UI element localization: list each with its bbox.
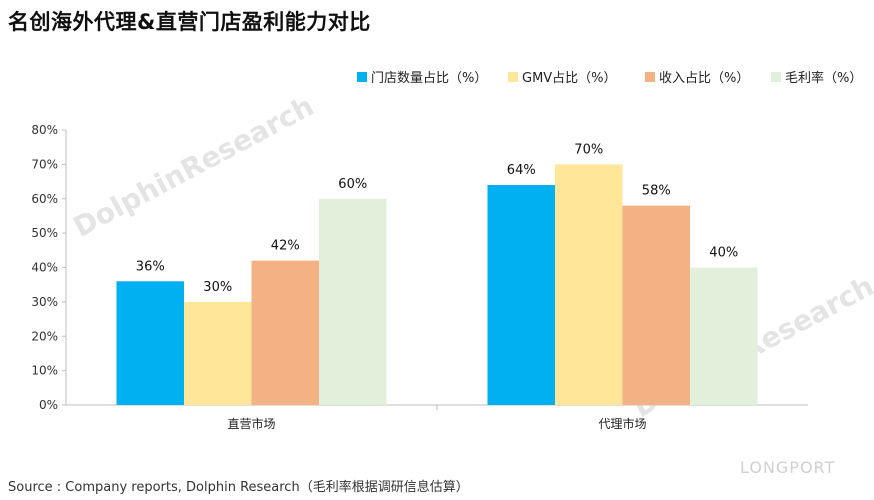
bar-value-label: 30% bbox=[203, 280, 232, 295]
bar bbox=[251, 260, 319, 405]
bar-value-label: 70% bbox=[574, 142, 603, 157]
legend-item: 门店数量占比（%） bbox=[357, 67, 487, 86]
legend-label: 收入占比（%） bbox=[659, 71, 750, 86]
y-tick-label: 70% bbox=[31, 157, 58, 171]
legend-label: GMV占比（%） bbox=[522, 71, 617, 86]
y-tick-label: 0% bbox=[39, 398, 58, 412]
chart-title: 名创海外代理&直营门店盈利能力对比 bbox=[8, 10, 371, 34]
bar bbox=[622, 205, 690, 405]
y-tick-label: 80% bbox=[31, 123, 58, 137]
y-tick-label: 60% bbox=[31, 192, 58, 206]
y-tick-label: 10% bbox=[31, 364, 58, 378]
y-tick-label: 30% bbox=[31, 295, 58, 309]
legend-item: 收入占比（%） bbox=[645, 67, 749, 86]
legend-item: GMV占比（%） bbox=[508, 67, 617, 86]
legend-swatch bbox=[357, 71, 367, 82]
y-tick-label: 50% bbox=[31, 226, 58, 240]
bar bbox=[319, 198, 387, 405]
bar-chart: 0% 10% 20% 30% 40% 50% 60% 70% 80% 36% 30% 42% 60% 直营… bbox=[31, 123, 808, 431]
bar-value-label: 40% bbox=[709, 246, 738, 261]
bar-value-label: 58% bbox=[642, 184, 671, 199]
bar bbox=[116, 281, 184, 405]
y-tick-label: 40% bbox=[31, 261, 58, 275]
bar bbox=[184, 301, 252, 405]
legend-swatch bbox=[645, 71, 655, 82]
x-category-label: 代理市场 bbox=[598, 416, 646, 431]
bar bbox=[690, 267, 758, 405]
y-tick-label: 20% bbox=[31, 329, 58, 343]
source-note: Source : Company reports, Dolphin Resear… bbox=[8, 480, 469, 495]
brand-logo-text: LONGPORT bbox=[740, 458, 836, 477]
bar-value-label: 42% bbox=[271, 239, 300, 254]
bar bbox=[487, 185, 555, 405]
bar bbox=[555, 164, 623, 405]
x-category-label: 直营市场 bbox=[227, 416, 275, 431]
legend-swatch bbox=[508, 71, 518, 82]
legend-label: 毛利率（%） bbox=[785, 71, 863, 86]
bar-value-label: 64% bbox=[507, 163, 536, 178]
legend-swatch bbox=[771, 71, 781, 82]
bar-value-label: 60% bbox=[338, 177, 367, 192]
bar-value-label: 36% bbox=[136, 259, 165, 274]
legend-label: 门店数量占比（%） bbox=[371, 71, 488, 86]
legend-item: 毛利率（%） bbox=[771, 67, 862, 86]
